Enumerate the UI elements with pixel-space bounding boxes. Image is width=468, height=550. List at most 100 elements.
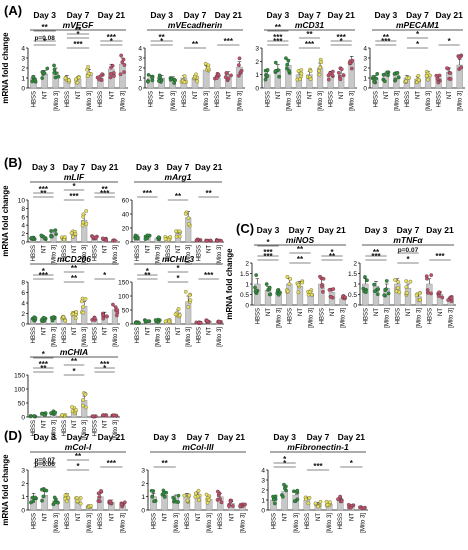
y-tick-label: 3 — [141, 468, 145, 475]
category-label: HBSS — [338, 513, 344, 529]
data-point — [277, 74, 281, 79]
significance-label: * — [416, 40, 420, 49]
data-point — [326, 73, 331, 78]
data-point — [45, 66, 50, 71]
y-tick-label: 0 — [353, 303, 357, 310]
data-point — [296, 282, 301, 287]
data-point — [150, 75, 155, 80]
data-point — [161, 491, 166, 496]
data-point — [243, 502, 247, 507]
data-point — [115, 308, 120, 312]
data-point — [52, 500, 57, 505]
bar — [185, 301, 192, 325]
chart-title: mCD206 — [57, 254, 91, 264]
data-point — [384, 279, 389, 283]
data-point — [114, 313, 119, 318]
data-point — [324, 499, 329, 504]
day-label: Day 7 — [298, 10, 321, 20]
category-label: HBSS — [196, 327, 202, 343]
data-point — [284, 56, 288, 61]
data-point — [182, 80, 187, 85]
data-point — [83, 392, 88, 397]
y-tick-label: 1.5 — [240, 271, 249, 278]
category-label: HBSS — [31, 245, 37, 261]
y-tick-label: 2 — [21, 231, 25, 238]
data-point — [171, 495, 176, 500]
data-point — [146, 79, 150, 84]
panel-label-a: (A) — [4, 3, 22, 18]
category-label: HBSS — [373, 91, 379, 107]
data-point — [396, 285, 400, 290]
chart-title: miNOS — [286, 235, 315, 245]
category-label: NT — [349, 513, 355, 521]
data-point — [195, 79, 200, 84]
significance-label: ** — [102, 185, 109, 194]
data-point — [285, 289, 290, 294]
category-label: NT — [41, 420, 47, 428]
chart-mchia: mCHIA 0 50 100 150 HBSS NT [Mito 3] HBSS NT [Mito … — [14, 347, 120, 440]
bar — [348, 62, 355, 89]
data-point — [374, 76, 379, 81]
data-point — [319, 60, 324, 64]
significance-label: ** — [192, 40, 199, 49]
category-label: HBSS — [218, 513, 224, 529]
data-point — [97, 499, 102, 504]
significance-label: * — [340, 37, 344, 46]
significance-label: ** — [42, 23, 49, 32]
data-point — [197, 498, 201, 503]
data-point — [194, 238, 199, 243]
chart-title: mVEcadherin — [168, 20, 222, 30]
panel-label-b: (B) — [4, 155, 22, 170]
data-point — [404, 79, 408, 84]
y-tick-label: 50 — [122, 308, 130, 315]
data-point — [285, 62, 290, 67]
y-tick-label: 2 — [21, 481, 25, 488]
day-label: Day 21 — [327, 10, 355, 20]
data-point — [215, 76, 219, 80]
data-point — [318, 499, 323, 504]
y-axis-label: mRNA fold change — [1, 185, 10, 257]
category-label: [Mito 3] — [186, 327, 192, 347]
significance-label: ** — [306, 30, 313, 39]
data-point — [61, 315, 66, 320]
category-label: NT — [43, 513, 49, 521]
significance-label: * — [176, 274, 180, 283]
day-label: Day 3 — [374, 10, 397, 20]
significance-label: *** — [39, 271, 49, 280]
day-label: Day 7 — [307, 432, 330, 442]
data-point — [149, 488, 154, 493]
data-point — [216, 72, 221, 77]
significance-label: * — [110, 37, 114, 46]
chart-title: mTNFα — [393, 235, 423, 245]
category-label: HBSS — [215, 91, 221, 107]
day-label: Day 21 — [98, 10, 126, 20]
data-point — [52, 63, 56, 68]
day-label: Day 7 — [397, 225, 420, 235]
data-point — [219, 238, 223, 243]
category-label: HBSS — [166, 245, 172, 261]
y-tick-label: 1 — [261, 498, 265, 505]
significance-label: *** — [305, 40, 315, 49]
category-label: NT — [229, 513, 235, 521]
data-point — [393, 278, 397, 282]
data-point — [449, 296, 454, 300]
data-point — [63, 76, 68, 81]
category-label: [Mito 3] — [156, 245, 162, 265]
significance-label: * — [43, 37, 47, 46]
bar — [202, 69, 210, 89]
data-point — [39, 233, 44, 238]
category-label: [Mito 3] — [186, 245, 192, 265]
data-point — [437, 294, 441, 298]
data-point — [122, 63, 127, 67]
data-point — [163, 237, 168, 242]
category-label: [Mito 3] — [52, 420, 58, 440]
data-point — [437, 73, 442, 78]
category-label: [Mito 3] — [120, 513, 126, 533]
data-point — [364, 290, 368, 295]
significance-label: ** — [275, 23, 282, 32]
